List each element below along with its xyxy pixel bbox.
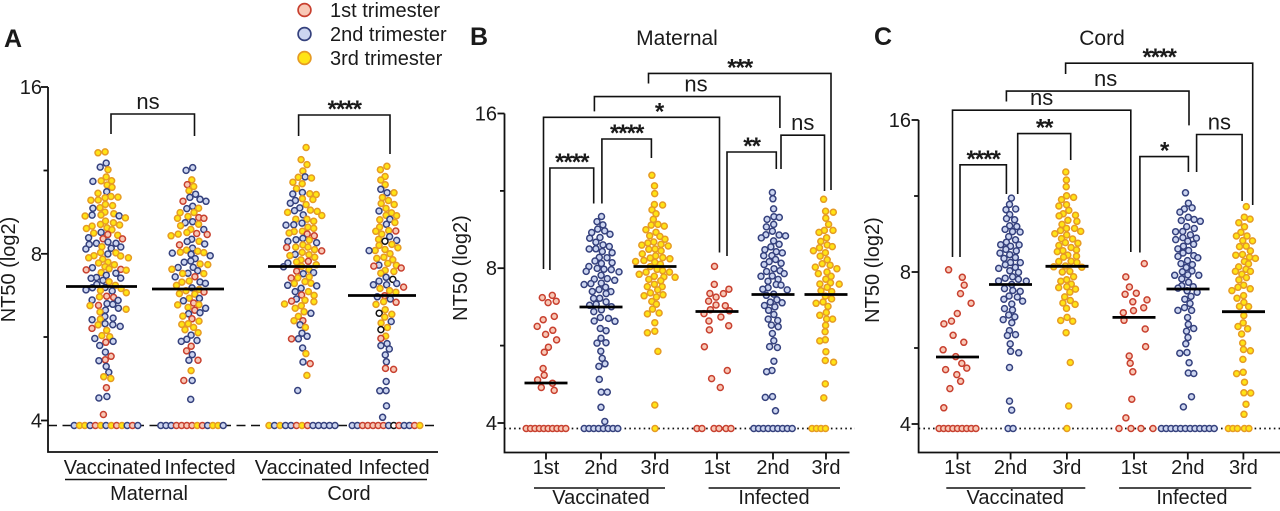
svg-text:8: 8 xyxy=(486,258,497,280)
svg-text:4: 4 xyxy=(486,413,497,435)
svg-text:1st trimester: 1st trimester xyxy=(330,0,440,22)
svg-text:****: **** xyxy=(328,96,363,123)
svg-text:ns: ns xyxy=(136,89,159,114)
svg-text:ns: ns xyxy=(1030,85,1053,110)
svg-text:2nd: 2nd xyxy=(994,457,1027,479)
svg-text:ns: ns xyxy=(791,110,814,135)
svg-text:Cord: Cord xyxy=(1079,27,1125,50)
svg-text:C: C xyxy=(874,23,892,51)
svg-text:Vaccinated: Vaccinated xyxy=(64,457,161,479)
svg-text:Infected: Infected xyxy=(738,487,809,509)
svg-text:NT50 (log2): NT50 (log2) xyxy=(450,215,472,321)
svg-text:****: **** xyxy=(1142,44,1177,71)
svg-text:*: * xyxy=(655,98,665,125)
svg-text:ns: ns xyxy=(1094,66,1117,91)
svg-text:Infected: Infected xyxy=(1156,487,1227,509)
svg-text:16: 16 xyxy=(889,110,911,132)
svg-text:A: A xyxy=(4,25,22,53)
svg-text:NT50 (log2): NT50 (log2) xyxy=(0,217,20,323)
svg-text:8: 8 xyxy=(900,262,911,284)
svg-text:2nd: 2nd xyxy=(584,457,617,479)
svg-text:**: ** xyxy=(743,133,761,160)
svg-text:1st: 1st xyxy=(704,457,731,479)
svg-text:ns: ns xyxy=(1208,110,1231,135)
svg-text:4: 4 xyxy=(900,414,911,436)
svg-text:16: 16 xyxy=(475,104,497,126)
svg-text:Vaccinated: Vaccinated xyxy=(552,487,649,509)
svg-text:B: B xyxy=(470,23,488,51)
svg-text:ns: ns xyxy=(684,72,707,97)
svg-text:Maternal: Maternal xyxy=(110,483,188,505)
svg-text:1st: 1st xyxy=(944,457,971,479)
svg-text:****: **** xyxy=(967,146,1002,173)
svg-text:3rd: 3rd xyxy=(1052,457,1081,479)
svg-text:Infected: Infected xyxy=(164,457,235,479)
svg-text:4: 4 xyxy=(31,411,42,433)
svg-text:****: **** xyxy=(555,149,590,176)
svg-text:Cord: Cord xyxy=(327,483,370,505)
svg-text:Vaccinated: Vaccinated xyxy=(255,457,352,479)
svg-text:1st: 1st xyxy=(533,457,560,479)
svg-text:Infected: Infected xyxy=(358,457,429,479)
svg-text:2nd trimester: 2nd trimester xyxy=(330,24,447,46)
svg-text:****: **** xyxy=(610,120,645,147)
svg-text:3rd: 3rd xyxy=(641,457,670,479)
svg-text:Vaccinated: Vaccinated xyxy=(967,487,1064,509)
svg-text:1st: 1st xyxy=(1121,457,1148,479)
svg-text:*: * xyxy=(1160,138,1170,165)
svg-text:3rd trimester: 3rd trimester xyxy=(330,48,443,70)
svg-text:Maternal: Maternal xyxy=(636,27,718,50)
svg-text:**: ** xyxy=(1036,115,1054,142)
svg-text:2nd: 2nd xyxy=(756,457,789,479)
svg-text:3rd: 3rd xyxy=(812,457,841,479)
svg-text:8: 8 xyxy=(31,244,42,266)
svg-text:2nd: 2nd xyxy=(1171,457,1204,479)
svg-text:16: 16 xyxy=(20,77,42,99)
svg-text:NT50 (log2): NT50 (log2) xyxy=(862,217,884,323)
svg-text:3rd: 3rd xyxy=(1229,457,1258,479)
svg-text:***: *** xyxy=(727,54,754,81)
